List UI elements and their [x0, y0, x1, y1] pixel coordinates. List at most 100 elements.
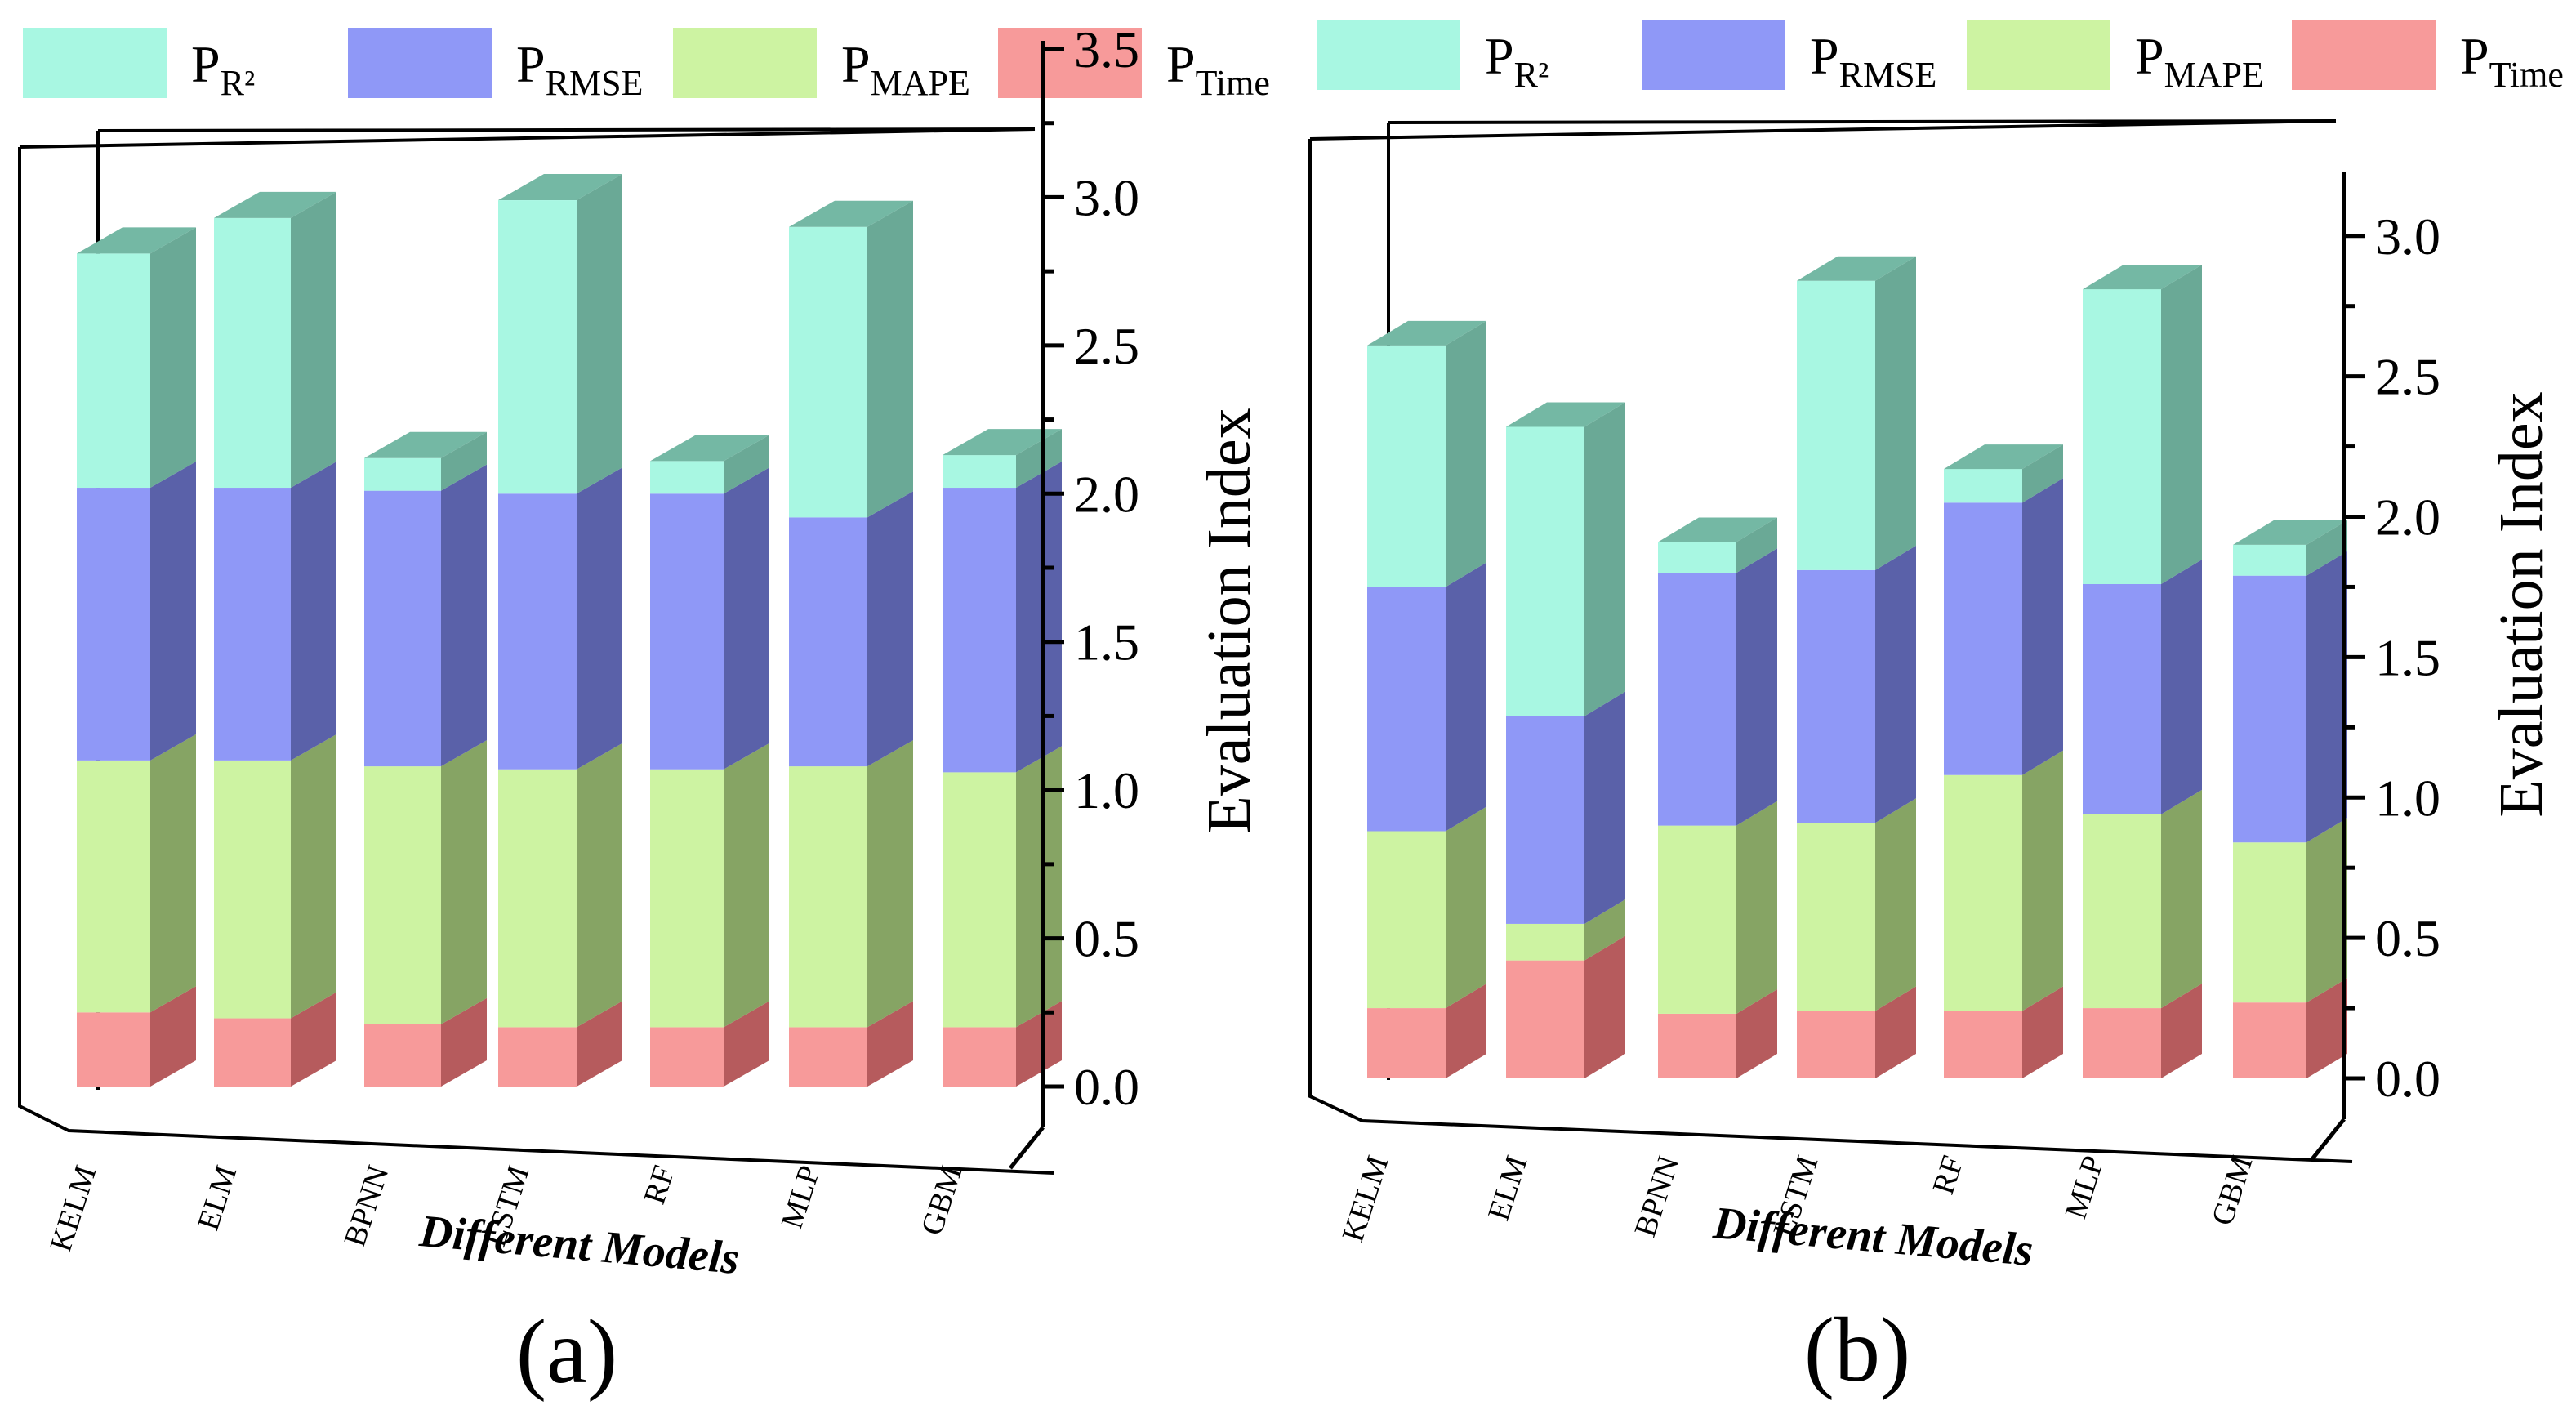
legend-item-p-mape: PMAPE [673, 28, 970, 103]
bar-segment-gbm-p-time [943, 1001, 1062, 1087]
y-axis [1009, 41, 1064, 1170]
bar-segment-kelm-p-mape [77, 734, 196, 1013]
bar-front [650, 769, 724, 1028]
bar-side [1736, 988, 1777, 1078]
bar-segment-lstm-p-r2 [498, 174, 622, 494]
bar-front [789, 766, 867, 1028]
bar-side [441, 997, 487, 1087]
x-axis-title: Different Models [1710, 1198, 2035, 1276]
bar-front [650, 1027, 724, 1087]
bar-front [364, 457, 441, 491]
y-tick-label: 1.5 [1074, 614, 1139, 672]
bar-segment-kelm-p-r2 [1367, 320, 1486, 587]
bar-front [943, 1027, 1016, 1087]
bar-front [1367, 1008, 1446, 1078]
bar-segment-gbm-p-rmse [2233, 551, 2347, 843]
bar-front [1944, 469, 2022, 503]
y-axis-foot [2310, 1118, 2346, 1162]
bar-side [2306, 978, 2347, 1078]
bar-side [1875, 256, 1916, 570]
bar-front [2083, 1008, 2161, 1078]
bar-front [1944, 1011, 2022, 1078]
bar-segment-elm-p-time [1506, 935, 1625, 1078]
bar-segment-elm-p-rmse [1506, 691, 1625, 924]
y-tick-label: 0.5 [1074, 910, 1139, 968]
legend-swatch [348, 28, 492, 98]
bar-segment-mlp-p-time [789, 1001, 913, 1087]
bar-front [943, 488, 1016, 773]
bar-segment-bpnn-p-r2 [364, 431, 487, 491]
bar-side [1584, 402, 1625, 716]
x-tick-label-kelm: KELM [1335, 1152, 1395, 1246]
bar-segment-kelm-p-rmse [1367, 562, 1486, 832]
y-axis-title: Evaluation Index [2487, 391, 2556, 817]
bars [77, 174, 1062, 1087]
bar-segment-elm-p-mape [214, 734, 336, 1019]
bar-side [1736, 517, 1777, 573]
bar-front [1797, 823, 1875, 1011]
bar-segment-kelm-p-rmse [77, 462, 196, 761]
y-tick-label: 2.5 [2375, 348, 2440, 406]
bar-segment-bpnn-p-mape [1658, 801, 1777, 1014]
bar-front [77, 488, 150, 761]
bar-top-gbm [943, 429, 1062, 456]
bar-top-rf [650, 435, 769, 462]
bar-segment-bpnn-p-rmse [364, 464, 487, 767]
frame-top-edge [19, 127, 1036, 149]
bar-top-lstm [498, 174, 622, 201]
bar-side [867, 491, 913, 767]
bar-top-bpnn [1658, 517, 1777, 542]
legend-item-p-mape: PMAPE [1967, 20, 2264, 95]
bar-segment-bpnn-p-rmse [1658, 548, 1777, 826]
bar-side [291, 992, 336, 1087]
bar-side [291, 734, 336, 1019]
bar-segment-bpnn-p-time [1658, 988, 1777, 1078]
bar-side [1016, 746, 1062, 1028]
y-tick-label: 2.0 [2375, 489, 2440, 547]
bar-front [77, 253, 150, 489]
frame-back-top [1388, 119, 2337, 124]
legend-item-p-r2: PR² [1317, 20, 1549, 95]
bar-front [1944, 774, 2022, 1011]
legend-item-p-rmse: PRMSE [348, 28, 643, 103]
bar-front [214, 488, 291, 761]
bar-side [2022, 986, 2063, 1078]
y-tick-label: 1.0 [1074, 761, 1139, 819]
y-tick-label: 0.0 [1074, 1058, 1139, 1116]
bar-front [1367, 587, 1446, 832]
bar-side [1446, 984, 1486, 1078]
bar-side [2022, 478, 2063, 775]
bar-segment-mlp-p-mape [2083, 789, 2202, 1009]
bar-front [498, 493, 577, 770]
bar-segment-rf-p-time [650, 1001, 769, 1087]
bar-side [2161, 560, 2202, 814]
bar-segment-gbm-p-r2 [2233, 520, 2347, 576]
bar-segment-elm-p-mape [1506, 899, 1625, 961]
bar-segment-elm-p-r2 [1506, 402, 1625, 716]
bar-side [2161, 984, 2202, 1078]
bar-front [498, 769, 577, 1028]
bar-top-kelm [1367, 320, 1486, 346]
bar-segment-rf-p-mape [1944, 750, 2063, 1011]
legend-label: PRMSE [1810, 27, 1936, 95]
bars [1367, 256, 2347, 1078]
bar-side [1016, 1001, 1062, 1087]
bar-segment-elm-p-time [214, 992, 336, 1087]
bar-front [214, 1018, 291, 1087]
bar-side [1016, 429, 1062, 489]
bar-segment-rf-p-r2 [650, 435, 769, 494]
bar-front [943, 455, 1016, 489]
y-axis-title: Evaluation Index [1195, 408, 1263, 833]
legend-layer: PR² PRMSE PMAPE PTime PR² PRMSE PMAPE PTime [23, 20, 2564, 103]
bar-side [441, 431, 487, 491]
legend-item-p-time: PTime [2292, 20, 2564, 95]
bar-front [1658, 1013, 1736, 1078]
bar-top-bpnn [364, 431, 487, 458]
bar-segment-rf-p-time [1944, 986, 2063, 1078]
x-tick-label-rf: RF [1926, 1152, 1970, 1198]
bar-front [364, 490, 441, 767]
x-tick-label-gbm: GBM [2205, 1152, 2260, 1229]
y-tick-label: 0.0 [2375, 1050, 2440, 1108]
bar-segment-bpnn-p-mape [364, 740, 487, 1024]
